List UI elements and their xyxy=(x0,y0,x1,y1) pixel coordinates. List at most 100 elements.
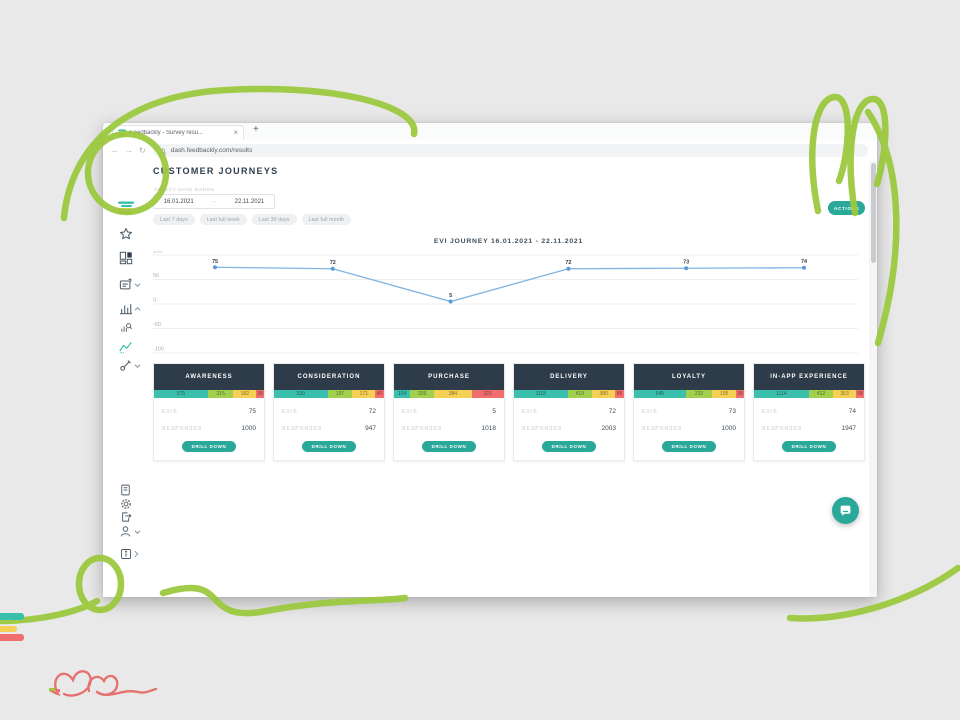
evi-row: EVI® 74 xyxy=(754,408,864,415)
evi-value: 74 xyxy=(848,408,856,415)
journey-card: LOYALTY 545 232 195 28 EVI® 73 RESPONSES 1000 DRI… xyxy=(633,363,745,461)
chevron-down-icon xyxy=(134,529,141,535)
drill-down-button[interactable]: DRILL DOWN xyxy=(541,441,597,452)
reload-icon[interactable]: ↻ xyxy=(139,145,146,155)
scrollbar-thumb[interactable] xyxy=(870,163,876,263)
bar-segment-teal: 104 xyxy=(394,390,411,398)
journey-card: AWARENESS 575 215 182 28 EVI® 75 RESPONSES 1000 D… xyxy=(153,363,265,461)
journey-icon xyxy=(119,342,132,354)
quick-range-last-7-days[interactable]: Last 7 days xyxy=(153,214,195,225)
data-point-label: 72 xyxy=(565,260,571,266)
y-axis-tick: -50 xyxy=(153,322,161,328)
evi-label: EVI® xyxy=(162,408,178,415)
drill-down-button[interactable]: DRILL DOWN xyxy=(661,441,717,452)
drill-down-button[interactable]: DRILL DOWN xyxy=(421,441,477,452)
bar-segment-red: 321 xyxy=(471,390,504,398)
feedbackly-logo-icon[interactable] xyxy=(103,201,148,216)
sidebar-item-customer-journeys[interactable] xyxy=(103,341,148,354)
evi-row: EVI® 73 xyxy=(634,408,744,415)
url-text: dash.feedbackly.com/results xyxy=(170,147,253,154)
card-title: PURCHASE xyxy=(428,374,470,380)
data-point[interactable] xyxy=(330,266,335,271)
card-header: IN-APP EXPERIENCE xyxy=(754,364,864,390)
chart-title: EVI JOURNEY 16.01.2021 - 22.11.2021 xyxy=(433,238,584,245)
sidebar-item-account[interactable] xyxy=(103,525,148,538)
data-point[interactable] xyxy=(802,265,806,270)
quick-range-last-full-week[interactable]: Last full week xyxy=(199,214,247,225)
chevron-right-icon[interactable] xyxy=(134,550,139,558)
evi-label: EVI® xyxy=(522,408,538,415)
bar-segment-red: 28 xyxy=(256,390,264,398)
quick-range-last-full-month[interactable]: Last full month xyxy=(301,214,352,225)
quick-range-last-30-days[interactable]: Last 30 days xyxy=(251,214,297,225)
document-icon xyxy=(121,484,130,496)
sidebar-item-guides[interactable] xyxy=(103,484,148,496)
sidebar-item-info[interactable] xyxy=(103,548,148,560)
sidebar-item-settings[interactable] xyxy=(103,498,148,510)
evi-label: EVI® xyxy=(402,408,418,415)
responses-value: 1000 xyxy=(241,425,256,432)
bar-segment-yellow: 353 xyxy=(833,390,856,398)
card-header: LOYALTY xyxy=(634,364,744,390)
new-tab-button[interactable]: + xyxy=(253,124,259,135)
gear-icon xyxy=(120,499,131,509)
evi-line-chart: 100 50 0 -50 -100 75 72 5 72 73 74 xyxy=(153,251,858,354)
dashboard-grid-icon xyxy=(119,251,132,265)
back-icon[interactable]: ← xyxy=(111,145,119,155)
sidebar-item-dashboards[interactable] xyxy=(103,251,148,265)
browser-tab[interactable]: Feedbackly - Survey resu... × xyxy=(112,125,244,140)
sidebar-item-export[interactable] xyxy=(103,511,148,523)
evi-row: EVI® 75 xyxy=(154,408,264,415)
distribution-bar: 104 209 384 321 xyxy=(394,390,504,398)
evi-line xyxy=(214,266,805,303)
data-point[interactable] xyxy=(213,265,217,270)
card-header: PURCHASE xyxy=(394,364,504,390)
data-point[interactable] xyxy=(566,266,571,271)
responses-row: RESPONSES 1947 xyxy=(754,425,864,432)
heart-doodle xyxy=(48,670,158,697)
date-to[interactable]: 22.11.2021 xyxy=(234,198,265,205)
responses-label: RESPONSES xyxy=(522,425,563,432)
drill-down-button[interactable]: DRILL DOWN xyxy=(781,441,837,452)
drill-down-button[interactable]: DRILL DOWN xyxy=(181,441,237,452)
quick-range-pills: Last 7 days Last full week Last 30 days Las… xyxy=(153,214,352,225)
evi-value: 72 xyxy=(368,408,376,415)
tab-title: Feedbackly - Survey resu... xyxy=(130,130,204,136)
sidebar-item-analytics[interactable] xyxy=(103,302,148,315)
card-title: AWARENESS xyxy=(185,374,233,380)
drill-down-button[interactable]: DRILL DOWN xyxy=(301,441,357,452)
bar-segment-yellow: 380 xyxy=(592,390,616,398)
evi-label: EVI® xyxy=(762,408,778,415)
chat-widget-button[interactable] xyxy=(832,497,859,524)
data-point[interactable] xyxy=(448,299,453,304)
address-bar[interactable]: dash.feedbackly.com/results xyxy=(152,144,868,157)
data-point-label: 73 xyxy=(683,260,689,266)
tab-close-icon[interactable]: × xyxy=(233,128,238,137)
bar-segment-red: 68 xyxy=(855,390,864,398)
sidebar-item-starred[interactable] xyxy=(103,227,148,241)
actions-button[interactable]: ACTIONS xyxy=(828,201,865,215)
responses-row: RESPONSES 947 xyxy=(274,425,384,432)
export-icon xyxy=(121,512,132,522)
forward-icon[interactable]: → xyxy=(125,145,133,155)
bar-segment-green: 197 xyxy=(327,390,353,398)
sidebar-item-tools[interactable] xyxy=(103,359,148,372)
sidebar-item-results[interactable] xyxy=(103,322,148,334)
bar-segment-red: 28 xyxy=(736,390,744,398)
bar-chart-icon xyxy=(119,304,132,315)
evi-row: EVI® 5 xyxy=(394,408,504,415)
date-range-picker[interactable]: 16.01.2021 - 22.11.2021 xyxy=(153,194,275,209)
y-axis-tick: -100 xyxy=(153,347,164,353)
sidebar-item-surveys[interactable] xyxy=(103,278,148,291)
data-point-label: 74 xyxy=(801,259,808,265)
date-from[interactable]: 16.01.2021 xyxy=(163,198,194,205)
chevron-up-icon xyxy=(134,306,141,312)
scrollbar-track[interactable] xyxy=(869,161,877,597)
data-point[interactable] xyxy=(684,266,689,271)
journey-card: PURCHASE 104 209 384 321 EVI® 5 RESPONSES 1018 DR… xyxy=(393,363,505,461)
chevron-down-icon xyxy=(134,282,141,288)
results-search-icon xyxy=(120,323,132,332)
wrench-icon xyxy=(120,360,131,371)
chevron-down-icon xyxy=(134,363,141,369)
